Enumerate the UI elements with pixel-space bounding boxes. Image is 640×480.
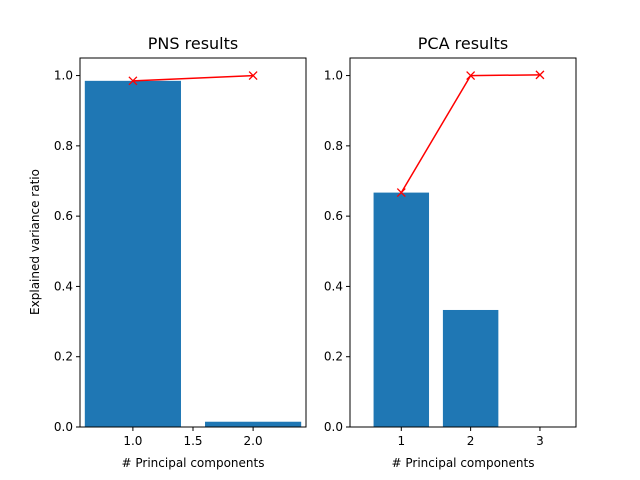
pns-ytick-label-3: 0.4 <box>54 279 73 293</box>
pns-xtick-label-3: 2.0 <box>244 434 263 448</box>
pca-xlabel: # Principal components <box>392 456 535 470</box>
pca-bar-1 <box>373 192 430 427</box>
pns-ytick-label-4: 0.6 <box>54 209 73 223</box>
pns-line <box>128 71 258 86</box>
pns-title: PNS results <box>148 34 238 53</box>
pca-ytick-label-6: 1.0 <box>324 69 343 83</box>
pns-marker-2 <box>248 71 258 81</box>
pca-title: PCA results <box>418 34 508 53</box>
pns-ytick-label-1: 0.0 <box>54 420 73 434</box>
pca-ytick-label-4: 0.6 <box>324 209 343 223</box>
pca-xticks: 1 2 3 <box>397 427 544 448</box>
pns-bars <box>84 80 302 427</box>
pca-ytick-label-2: 0.2 <box>324 350 343 364</box>
pns-ytick-label-6: 1.0 <box>54 69 73 83</box>
pns-bar-2 <box>205 421 302 427</box>
pns-xticks: 1.0 1.5 2.0 <box>123 427 263 448</box>
pca-yticks: 0.0 0.2 0.4 0.6 0.8 1.0 <box>324 69 350 434</box>
subplot-pns: 1.0 1.5 2.0 0.0 0.2 0.4 0.6 0.8 1.0 PNS results… <box>28 34 307 470</box>
pns-ytick-label-5: 0.8 <box>54 139 73 153</box>
pns-bar-1 <box>84 80 181 427</box>
pca-xtick-label-1: 1 <box>397 434 405 448</box>
pca-ytick-label-1: 0.0 <box>324 420 343 434</box>
pca-marker-2 <box>466 71 476 81</box>
pca-bar-2 <box>442 309 499 427</box>
pns-xtick-label-1: 1.0 <box>123 434 142 448</box>
pca-axes-frame <box>349 57 577 428</box>
pns-cumulative-line <box>132 74 254 82</box>
pca-xtick-label-2: 2 <box>467 434 475 448</box>
subplot-pca: 1 2 3 0.0 0.2 0.4 0.6 0.8 1.0 PCA results # Pri… <box>324 34 577 470</box>
pns-xtick-label-2: 1.5 <box>183 434 202 448</box>
pca-ytick-label-5: 0.8 <box>324 139 343 153</box>
pns-yticks: 0.0 0.2 0.4 0.6 0.8 1.0 <box>54 69 80 434</box>
pca-ytick-label-3: 0.4 <box>324 279 343 293</box>
pca-bars <box>373 192 499 427</box>
pca-marker-1 <box>396 188 406 198</box>
pns-xlabel: # Principal components <box>122 456 265 470</box>
pca-xtick-label-3: 3 <box>536 434 544 448</box>
pca-marker-3 <box>535 70 545 80</box>
pns-ylabel: Explained variance ratio <box>28 169 42 315</box>
pns-ytick-label-2: 0.2 <box>54 350 73 364</box>
pns-marker-1 <box>128 76 138 86</box>
pca-line <box>396 70 545 198</box>
